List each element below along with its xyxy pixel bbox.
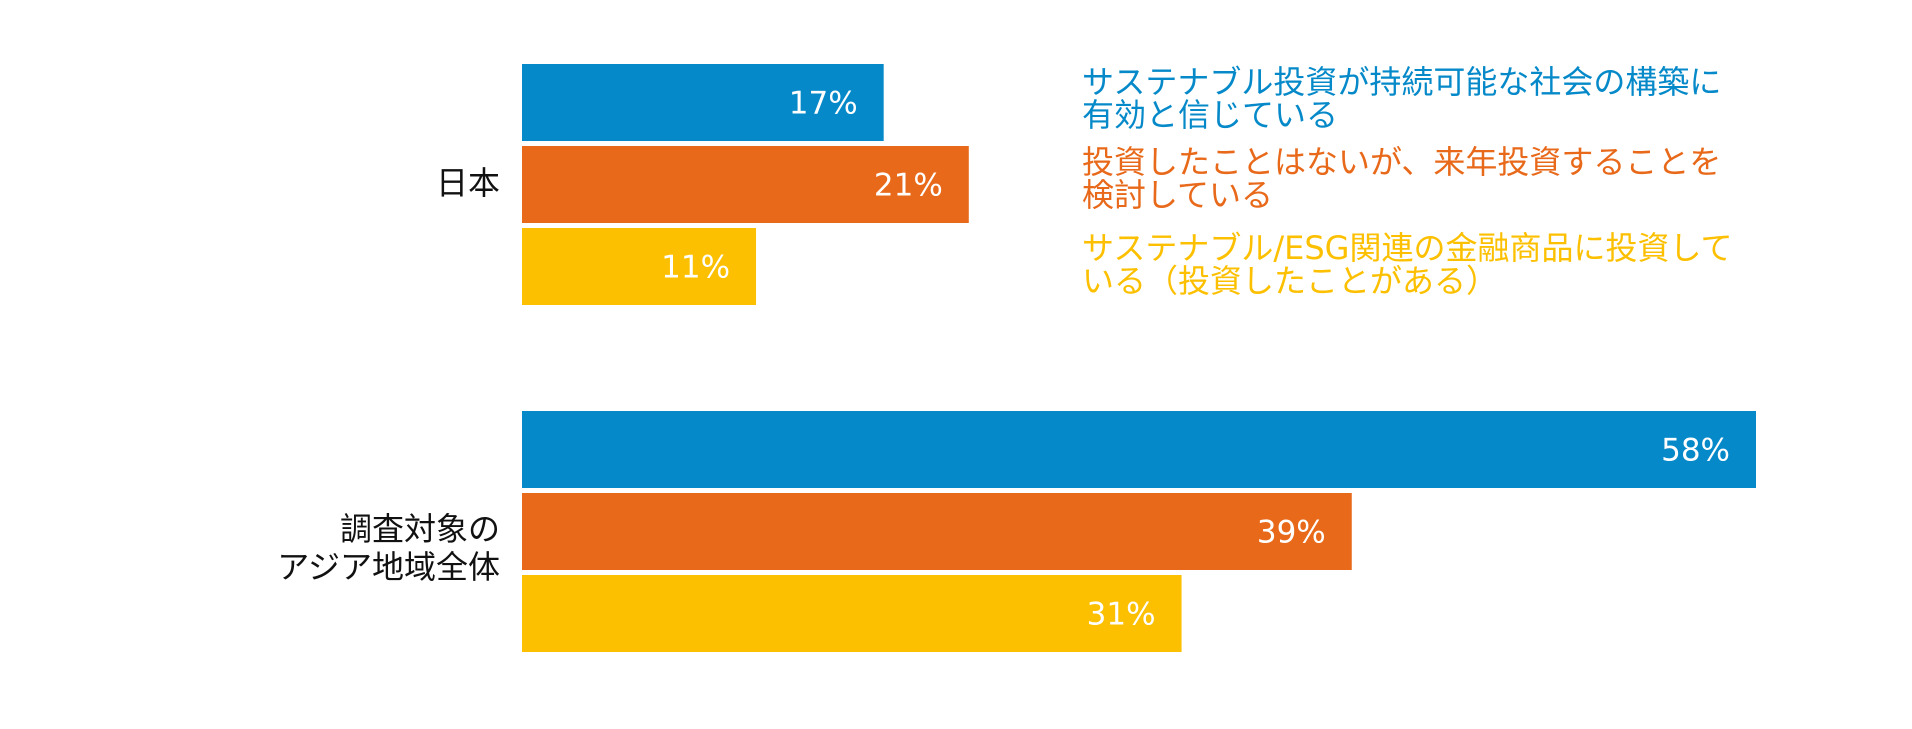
value-label-japan-invested: 11% [661,250,730,286]
value-label-japan-considering-next-year: 21% [874,168,943,204]
category-label-asia-overall: 調査対象の アジア地域全体 [277,510,500,586]
value-label-asia-overall-considering-next-year: 39% [1257,515,1326,551]
bar-asia-overall-believe-effective [522,411,1756,488]
legend-item-believe-effective: サステナブル投資が持続可能な社会の構築に 有効と信じている [1082,63,1722,134]
legend-item-invested: サステナブル/ESG関連の金融商品に投資して いる（投資したことがある） [1082,229,1733,300]
bar-asia-overall-considering-next-year [522,493,1352,570]
bar-asia-overall-invested [522,575,1182,652]
category-label-japan: 日本 [435,164,500,202]
value-label-japan-believe-effective: 17% [789,86,858,122]
bar-japan-considering-next-year [522,146,969,223]
bar-japan-believe-effective [522,64,884,141]
legend-item-considering-next-year: 投資したことはないが、来年投資することを 検討している [1082,143,1722,214]
value-label-asia-overall-believe-effective: 58% [1661,433,1730,469]
value-label-asia-overall-invested: 31% [1087,597,1156,633]
bar-japan-invested [522,228,757,305]
